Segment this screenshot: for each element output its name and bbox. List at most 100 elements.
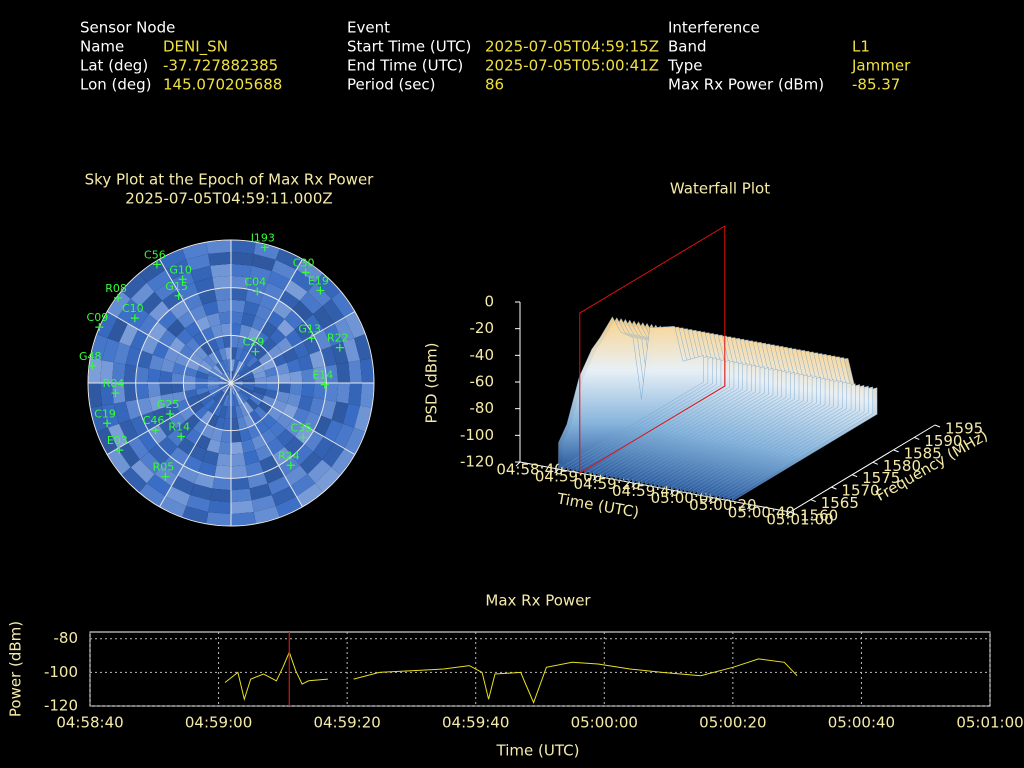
sky-cell	[207, 338, 219, 352]
freq-tick-label: 1565	[821, 494, 859, 512]
sky-cell	[360, 358, 374, 383]
sky-cell	[113, 401, 131, 424]
sky-cell	[233, 394, 240, 407]
sky-cell	[148, 321, 168, 342]
satellite-label: R14	[168, 420, 190, 433]
sky-cell	[235, 347, 244, 361]
sky-cell	[243, 450, 260, 466]
sky-cell	[222, 418, 231, 431]
sky-cell	[303, 411, 321, 431]
sky-cell	[272, 399, 287, 413]
sky-cell	[203, 355, 216, 368]
sky-cell	[231, 335, 240, 348]
y-axis-label: Power (dBm)	[7, 621, 25, 717]
sky-cell	[267, 344, 283, 360]
sky-cell	[287, 393, 302, 408]
sky-cell	[194, 277, 215, 294]
sky-cell	[277, 319, 295, 337]
sky-cell	[231, 380, 243, 383]
sky-cell	[207, 374, 220, 381]
x-tick-label: 04:59:40	[442, 714, 509, 732]
freq-tick	[810, 499, 816, 503]
sky-cell	[119, 419, 139, 443]
satellite-label: C19	[94, 407, 116, 420]
sky-cell	[190, 265, 213, 283]
sky-cell	[272, 353, 287, 367]
sky-cell	[292, 341, 310, 359]
sky-cell	[90, 405, 108, 432]
sky-cell	[246, 355, 259, 368]
power-line	[224, 650, 798, 704]
sky-cell	[88, 383, 102, 408]
sky-cell	[141, 335, 159, 355]
sky-cell	[197, 365, 211, 375]
sky-cell	[278, 290, 300, 310]
satellite-marker	[253, 287, 262, 296]
sky-spoke	[230, 258, 303, 384]
satellite-marker	[286, 461, 295, 470]
sky-cell	[159, 370, 173, 383]
x-tick-label: 04:59:00	[185, 714, 252, 732]
sky-cell	[336, 383, 351, 404]
sky-cell	[212, 364, 224, 376]
satellite-marker	[130, 314, 139, 323]
sky-cell	[90, 334, 108, 361]
sky-cell	[284, 465, 308, 487]
sky-cell	[231, 429, 242, 443]
sky-cell	[296, 483, 323, 507]
sky-cell	[190, 483, 213, 501]
sky-cell	[159, 383, 173, 396]
satellite-marker	[299, 433, 308, 442]
sky-cell	[251, 253, 276, 271]
sky-cell	[231, 378, 243, 383]
sky-cell	[159, 496, 187, 518]
sky-spoke	[106, 382, 232, 455]
satellite-marker	[95, 323, 104, 332]
sky-cell	[182, 506, 209, 524]
sky-cell	[231, 465, 248, 479]
sky-cell	[261, 337, 277, 353]
sky-cell	[231, 275, 250, 290]
sky-cell	[123, 364, 138, 383]
sky-cell	[262, 395, 276, 407]
sky-cell	[208, 401, 220, 414]
sky-cell	[266, 310, 285, 329]
satellite-label: E03	[107, 434, 128, 447]
sky-cell	[231, 383, 236, 395]
freq-tick	[934, 424, 941, 428]
sky-cell	[152, 407, 170, 425]
sky-cell	[99, 360, 114, 383]
sky-cell	[152, 341, 170, 359]
satellite-marker	[115, 446, 124, 455]
sky-cell	[208, 251, 231, 266]
time-tick	[747, 504, 752, 510]
sky-cell	[159, 248, 187, 270]
waterfall-title: Waterfall Plot	[670, 180, 770, 198]
sky-cell	[121, 467, 147, 493]
sky-cell	[213, 349, 223, 363]
sky-cell	[275, 248, 303, 270]
sky-cell	[96, 311, 118, 339]
sky-cell	[277, 383, 291, 394]
sky-cell	[207, 414, 219, 428]
field-label: Type	[667, 57, 702, 75]
sky-cell	[272, 300, 293, 320]
sky-cell	[154, 279, 178, 301]
sky-cell	[186, 359, 200, 371]
sky-cell	[231, 251, 254, 266]
sky-cell	[266, 383, 279, 392]
sky-cell	[245, 461, 264, 477]
sky-cell	[307, 282, 332, 307]
field-value: -85.37	[852, 76, 900, 94]
sky-cell	[207, 383, 220, 388]
satellite-label: G15	[165, 280, 188, 293]
sky-cell	[231, 383, 243, 388]
z-axis-label: PSD (dBm)	[423, 342, 441, 423]
sky-cell	[324, 364, 339, 383]
time-tick	[631, 483, 637, 488]
satellite-marker	[316, 286, 325, 295]
sky-cell	[360, 383, 374, 408]
freq-tick	[831, 486, 837, 490]
sky-cell	[206, 439, 221, 454]
sky-cell	[219, 380, 231, 383]
